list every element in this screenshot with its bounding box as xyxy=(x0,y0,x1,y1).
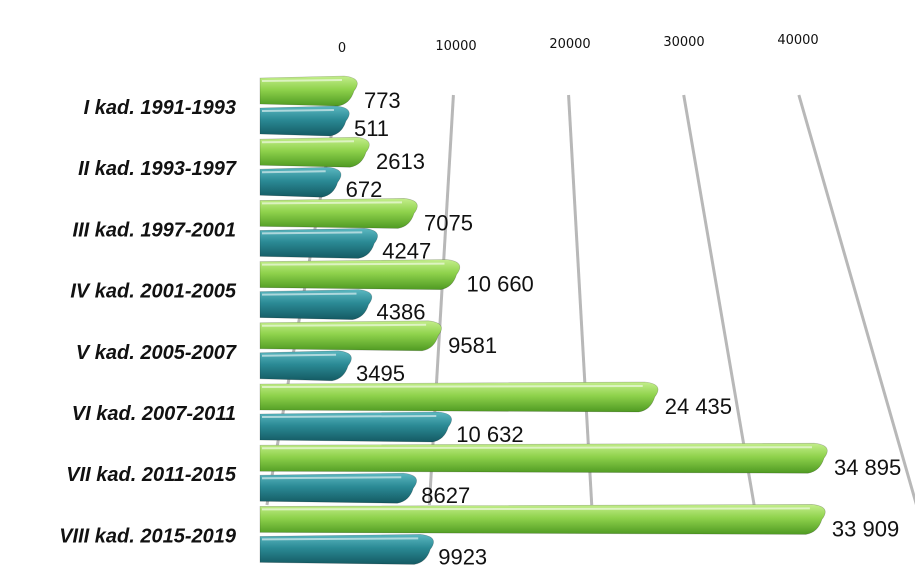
data-label-green-1: 2613 xyxy=(376,149,425,174)
category-label-2: III kad. 1997-2001 xyxy=(73,219,236,241)
category-label-7: VIII kad. 2015-2019 xyxy=(59,525,237,547)
bar-green-2 xyxy=(259,198,418,229)
data-label-green-6: 34 895 xyxy=(834,455,901,480)
data-label-green-5: 24 435 xyxy=(665,394,732,419)
data-label-teal-4: 3495 xyxy=(356,361,405,386)
data-label-green-0: 773 xyxy=(364,88,401,113)
x-axis-ticks: 0 10000 20000 30000 40000 xyxy=(338,33,819,56)
bar-green-0 xyxy=(259,75,358,107)
data-label-teal-5: 10 632 xyxy=(456,422,523,447)
x-tick-label-1: 10000 xyxy=(435,39,476,54)
bar-green-6 xyxy=(259,442,828,474)
bar-teal-1 xyxy=(259,166,342,198)
bar-green-5 xyxy=(259,381,659,413)
category-label-0: I kad. 1991-1993 xyxy=(84,97,236,119)
bar-teal-3 xyxy=(259,289,373,320)
x-tick-label-0: 0 xyxy=(338,41,346,56)
bar-teal-2 xyxy=(259,228,378,259)
gridline-2 xyxy=(567,94,594,506)
data-label-green-2: 7075 xyxy=(424,210,473,235)
gridline-3 xyxy=(682,94,756,506)
data-label-green-7: 33 909 xyxy=(832,516,899,541)
bar-green-4 xyxy=(259,320,442,352)
data-label-teal-0: 511 xyxy=(354,116,389,141)
data-label-green-4: 9581 xyxy=(448,333,497,358)
bar-teal-7 xyxy=(259,534,434,565)
data-label-teal-2: 4247 xyxy=(382,238,431,263)
data-label-teal-6: 8627 xyxy=(421,483,470,508)
x-tick-label-4: 40000 xyxy=(777,33,818,48)
bar-teal-6 xyxy=(259,472,417,504)
category-label-5: VI kad. 2007-2011 xyxy=(72,403,236,425)
bar-teal-5 xyxy=(259,411,452,443)
gridline-4 xyxy=(797,94,915,506)
data-label-teal-3: 4386 xyxy=(377,300,426,325)
bar-green-3 xyxy=(259,259,461,290)
data-label-green-3: 10 660 xyxy=(467,272,534,297)
category-label-1: II kad. 1993-1997 xyxy=(78,158,237,180)
bars xyxy=(259,75,828,565)
x-tick-label-2: 20000 xyxy=(549,37,590,52)
data-labels: 773 511 2613 672 7075 4247 10 660 4386 9581 3495 2… xyxy=(346,88,902,569)
data-label-teal-1: 672 xyxy=(346,177,383,202)
bar-green-7 xyxy=(259,504,826,535)
bar-green-1 xyxy=(259,136,370,168)
data-label-teal-7: 9923 xyxy=(438,544,487,569)
bar-teal-4 xyxy=(259,350,352,382)
category-label-3: IV kad. 2001-2005 xyxy=(70,281,237,303)
bar-teal-0 xyxy=(259,105,350,137)
category-label-4: V kad. 2005-2007 xyxy=(76,342,237,364)
category-labels: I kad. 1991-1993 II kad. 1993-1997 III kad… xyxy=(59,97,237,547)
x-tick-label-3: 30000 xyxy=(663,35,704,50)
category-label-6: VII kad. 2011-2015 xyxy=(66,464,237,486)
gridline-1 xyxy=(427,94,455,506)
